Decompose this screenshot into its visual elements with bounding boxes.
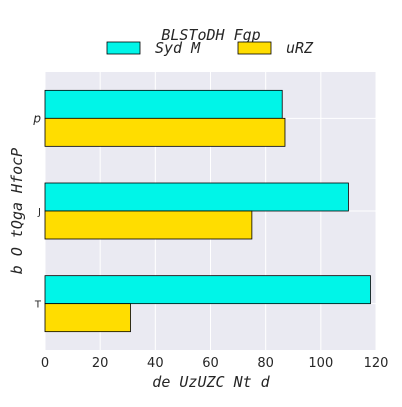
bar-series-1-p <box>44 89 283 119</box>
y-axis-label: b O tQga HfocP <box>8 148 26 274</box>
bar-series-2-p <box>44 117 286 147</box>
x-axis-label: de UzUZC Nt d <box>152 373 270 391</box>
legend-title: BLSToDH Fgp <box>161 26 260 44</box>
x-tick-label: 0 <box>41 356 49 371</box>
bars <box>44 89 371 333</box>
bar-series-2-J <box>44 210 253 240</box>
y-tick-label: J <box>37 207 41 218</box>
y-tick-labels: p J T <box>32 111 42 310</box>
x-tick-label: 100 <box>308 356 333 371</box>
y-tick-label: T <box>34 300 42 311</box>
legend-swatch-series-2 <box>237 41 272 55</box>
legend-swatch-series-1 <box>106 41 141 55</box>
legend: BLSToDH Fgp Syd M uRZ <box>106 26 314 57</box>
bar-series-2-T <box>44 303 131 333</box>
x-tick-label: 80 <box>257 356 274 371</box>
legend-label-series-2: uRZ <box>286 39 314 57</box>
x-tick-label: 40 <box>147 356 164 371</box>
bar-series-1-T <box>44 275 371 305</box>
bar-series-1-J <box>44 182 349 212</box>
x-tick-labels: 0 20 40 60 80 100 120 <box>41 356 389 371</box>
x-tick-label: 120 <box>364 356 389 371</box>
x-tick-label: 20 <box>92 356 109 371</box>
legend-label-series-1: Syd M <box>155 39 201 57</box>
y-tick-label: p <box>32 111 41 125</box>
x-tick-label: 60 <box>202 356 219 371</box>
